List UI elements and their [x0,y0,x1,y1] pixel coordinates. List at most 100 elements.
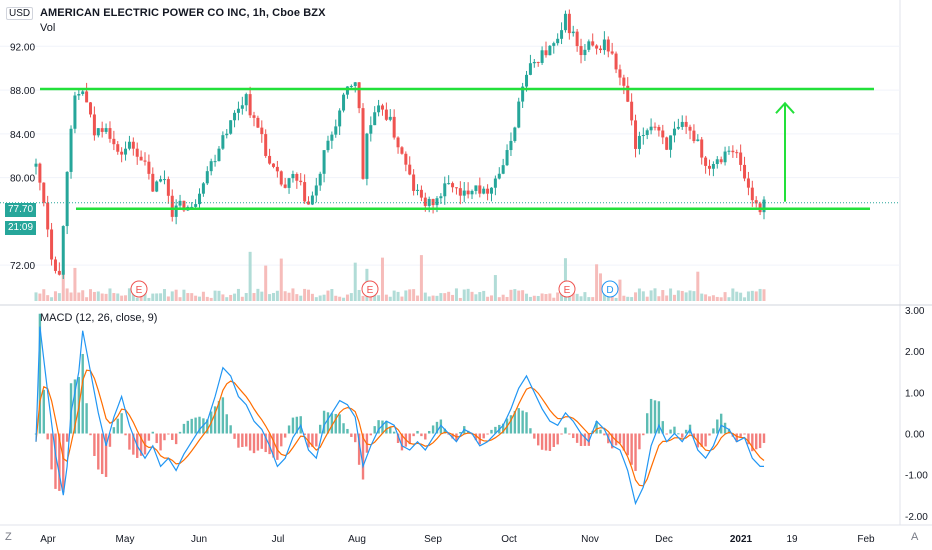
macd-histogram-bar [124,433,127,436]
candle-body [283,184,287,188]
macd-histogram-bar [400,433,404,451]
candle-body [209,161,213,172]
macd-histogram-bar [272,433,275,458]
candle-body [719,159,723,163]
volume-bar [443,293,447,301]
macd-histogram-bar [575,433,579,443]
candle-body [727,150,731,152]
macd-histogram-bar [642,433,645,436]
volume-bar [478,292,482,301]
macd-histogram-bar [727,428,731,434]
macd-histogram-bar [245,433,248,447]
macd-legend[interactable]: MACD (12, 26, close, 9) [40,312,158,324]
candle-body [400,147,404,154]
volume-bar [334,295,338,301]
earnings-marker-label: E [136,285,143,296]
macd-histogram-bar [537,433,540,446]
macd-histogram-bar [494,426,497,434]
volume-bar [89,289,93,301]
volume-bar [53,291,57,301]
macd-histogram-bar [62,433,65,493]
macd-histogram-bar [630,433,633,465]
macd-histogram-bar [50,433,53,470]
candle-body [377,105,381,113]
candle-body [244,94,248,106]
candle-body [637,135,641,149]
candle-body [489,187,493,194]
candle-body [162,179,166,181]
volume-bar [116,293,120,301]
candle-body [493,178,497,188]
candle-body [392,116,396,138]
macd-histogram-bar [58,433,61,491]
candle-body [229,120,233,134]
volume-bar [540,293,544,301]
candle-body [700,139,704,158]
volume-bar [178,297,182,301]
macd-histogram-bar [338,414,341,434]
candle-body [73,95,77,129]
candle-body [307,201,311,205]
macd-histogram-bar [217,400,221,434]
timezone-icon[interactable]: Z [5,531,12,543]
volume-bar [314,297,318,301]
macd-histogram-bar [646,413,649,434]
candle-body [338,110,342,127]
volume-bar [447,291,451,301]
macd-histogram-bar [326,412,330,434]
volume-bar [108,288,112,301]
candle-body [143,160,147,162]
volume-bar [556,292,560,301]
volume-bar [151,293,155,301]
macd-histogram-bar [673,426,676,434]
volume-bar [645,296,649,301]
volume-bar [112,293,116,301]
candle-body [641,135,645,137]
auto-scale-icon[interactable]: A [911,531,919,543]
candle-body [532,61,536,64]
candle-body [711,164,715,169]
volume-bar [665,295,669,301]
volume-bar [342,297,346,301]
volume-bar [209,297,213,301]
volume-bar [260,291,264,301]
volume-bar [373,291,377,301]
candle-body [256,117,260,128]
volume-bar [377,295,381,301]
volume-bar [583,292,587,301]
candle-body [630,101,634,121]
macd-histogram-bar [474,433,478,441]
macd-tick-label: 0.00 [905,430,925,441]
volume-legend[interactable]: Vol [40,22,56,34]
volume-bar [704,294,708,301]
dividend-marker-label: D [606,285,613,296]
time-tick-label: Jun [191,534,207,545]
macd-histogram-bar [758,433,762,449]
volume-bar [400,296,404,301]
macd-histogram-bar [653,400,657,434]
volume-bar [283,291,287,301]
candle-body [135,148,139,157]
volume-bar [155,293,159,301]
macd-histogram-bar [743,433,746,435]
macd-histogram-bar [392,431,396,434]
candle-body [384,109,388,120]
candle-body [645,130,649,136]
macd-histogram-bar [139,433,143,456]
candle-body [116,144,120,152]
macd-histogram-bar [716,419,719,434]
volume-bar [229,294,233,301]
currency-label[interactable]: USD [6,7,34,20]
macd-histogram-bar [548,433,552,451]
macd-histogram-bar [552,433,555,448]
volume-bar [715,296,719,301]
macd-histogram-bar [529,428,532,434]
macd-histogram-bar [155,433,158,444]
candle-body [540,50,544,63]
macd-histogram-bar [665,433,668,435]
macd-histogram-bar [525,412,528,434]
macd-histogram-bar [634,433,637,471]
price-tick-label: 80.00 [10,174,35,185]
candle-body [388,116,392,120]
candle-body [416,189,420,191]
